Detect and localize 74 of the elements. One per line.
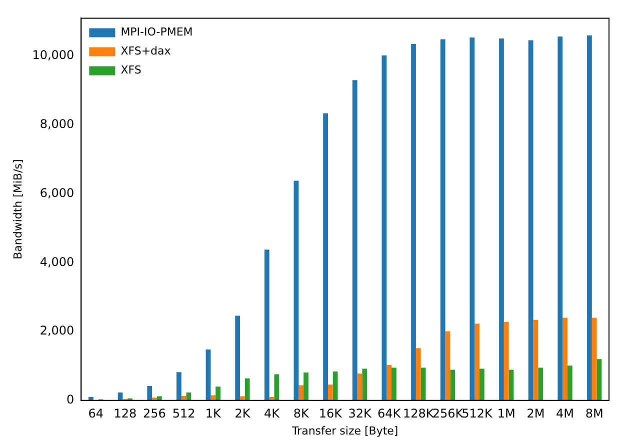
- bar: [533, 320, 538, 400]
- y-tick-label: 2,000: [40, 324, 74, 338]
- bar: [538, 368, 544, 400]
- bar: [479, 368, 484, 400]
- bar: [411, 44, 416, 400]
- bar: [147, 386, 152, 400]
- bar: [264, 250, 270, 400]
- x-tick-label: 128: [114, 406, 137, 421]
- bar: [235, 316, 240, 400]
- bar: [328, 384, 333, 400]
- bar: [181, 396, 186, 400]
- x-tick-label: 4M: [556, 406, 574, 421]
- x-tick-label: 256K: [432, 406, 464, 421]
- bar: [216, 386, 220, 400]
- bar: [210, 395, 216, 400]
- x-tick-label: 32K: [348, 406, 372, 421]
- x-tick-label: 64K: [378, 406, 402, 421]
- bar: [528, 40, 534, 400]
- y-tick-label: 8,000: [40, 117, 74, 132]
- bar: [152, 398, 157, 400]
- x-tick-label: 8M: [585, 406, 604, 421]
- y-axis-title: Bandwidth [MiB/s]: [11, 159, 24, 260]
- bar: [244, 378, 250, 400]
- bar: [567, 366, 572, 400]
- y-tick-label: 10,000: [32, 48, 74, 62]
- bar: [499, 38, 504, 400]
- x-tick-label: 1K: [205, 406, 222, 421]
- legend-label: MPI-IO-PMEM: [120, 26, 193, 39]
- bar: [382, 55, 387, 400]
- bar: [416, 348, 421, 400]
- bar: [420, 368, 426, 400]
- x-tick-label: 16K: [318, 406, 344, 421]
- bar: [176, 372, 182, 400]
- bar: [323, 113, 328, 400]
- bar: [392, 368, 396, 400]
- bar: [362, 368, 368, 400]
- x-tick-label: 1M: [497, 406, 516, 421]
- bar: [587, 35, 592, 400]
- legend-label: XFS: [120, 64, 142, 77]
- bar: [470, 37, 475, 400]
- bar: [450, 370, 456, 400]
- x-tick-label: 4K: [264, 406, 281, 421]
- bar: [357, 374, 362, 400]
- bar: [298, 385, 304, 400]
- bar: [474, 324, 480, 400]
- bar: [304, 372, 308, 400]
- x-tick-label: 2K: [234, 406, 252, 421]
- bar: [562, 318, 568, 400]
- x-tick-label: 128K: [403, 406, 435, 421]
- x-tick-label: 256: [143, 406, 166, 421]
- bar: [294, 180, 299, 400]
- x-axis-title: Transfer size [Byte]: [290, 424, 398, 438]
- x-tick-label: 512: [172, 406, 196, 421]
- bar: [440, 39, 446, 400]
- bar: [445, 331, 450, 400]
- y-tick-label: 0: [66, 392, 74, 407]
- bar: [386, 364, 392, 400]
- bar: [206, 349, 211, 400]
- bar: [504, 322, 509, 400]
- x-tick-label: 64: [88, 406, 104, 421]
- y-tick-label: 6,000: [40, 186, 74, 200]
- bar: [558, 36, 563, 400]
- bar: [332, 371, 338, 400]
- bar: [592, 318, 597, 400]
- bar: [352, 80, 358, 400]
- bar: [88, 396, 94, 400]
- legend-label: XFS+dax: [120, 44, 172, 58]
- bar: [508, 370, 514, 400]
- bar: [596, 359, 602, 400]
- bar: [274, 374, 280, 400]
- x-tick-label: 2M: [526, 406, 545, 421]
- x-tick-label: 8K: [293, 406, 310, 421]
- x-tick-label: 512K: [462, 406, 494, 421]
- y-tick-label: 4,000: [40, 254, 74, 269]
